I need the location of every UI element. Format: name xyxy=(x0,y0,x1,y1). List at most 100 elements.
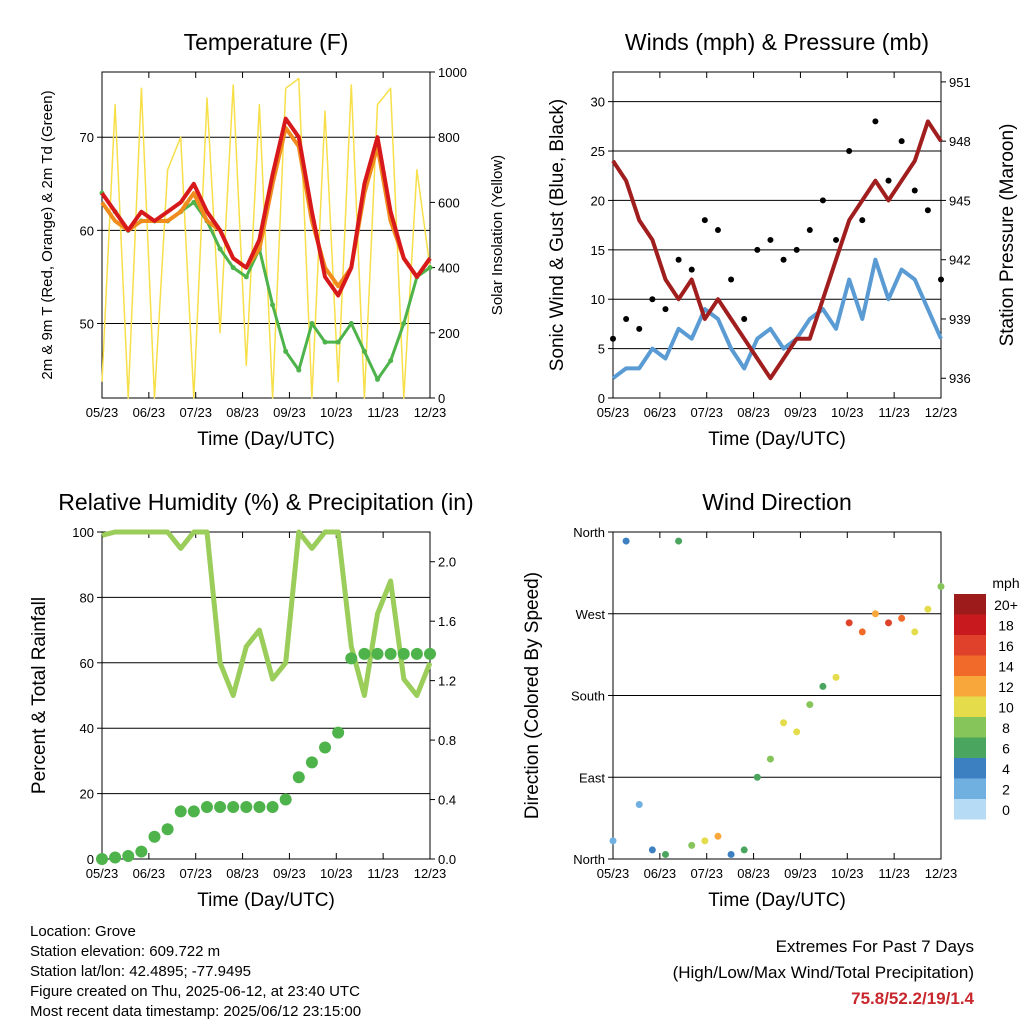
dewpoint-point xyxy=(322,339,328,345)
direction-point xyxy=(819,682,827,690)
winds-y-axis-label: Sonic Wind & Gust (Blue, Black) xyxy=(547,99,568,371)
winds-y-tick-label: 30 xyxy=(591,95,605,110)
humidity-y2-tick-label: 1.2 xyxy=(438,674,456,689)
legend-label: 6 xyxy=(1002,741,1010,757)
temperature-y2-tick-label: 600 xyxy=(438,195,460,210)
gust-point xyxy=(938,276,944,283)
winds-y-tick-label: 10 xyxy=(591,292,605,307)
winds-y-tick-label: 15 xyxy=(591,243,605,258)
gust-point xyxy=(714,227,721,234)
gust-point xyxy=(636,325,643,332)
winds-x-tick-label: 08/23 xyxy=(737,405,770,420)
temperature-y2-tick-label: 0 xyxy=(438,391,445,406)
precipitation-point xyxy=(397,647,410,660)
dewpoint-point xyxy=(191,199,197,205)
precipitation-point xyxy=(345,652,358,665)
legend-swatch xyxy=(954,635,986,656)
direction-x-tick-label: 08/23 xyxy=(737,866,770,881)
direction-point xyxy=(609,837,617,845)
relative-humidity-line xyxy=(101,529,433,698)
precipitation-point xyxy=(371,647,384,660)
temperature-x-tick-label: 08/23 xyxy=(226,405,259,420)
temperature-y-axis-label: 2m & 9m T (Red, Orange) & 2m Td (Green) xyxy=(39,90,56,379)
station-pressure-line xyxy=(611,119,943,381)
gust-point xyxy=(806,227,813,234)
direction-point xyxy=(648,846,656,854)
direction-point xyxy=(845,619,853,627)
legend-swatch xyxy=(954,737,986,758)
humidity-plot-frame xyxy=(101,531,431,860)
precipitation-point xyxy=(187,805,200,818)
winds-y-tick-label: 25 xyxy=(591,144,605,159)
winds-x-tick-label: 10/23 xyxy=(831,405,864,420)
precipitation-point xyxy=(227,800,240,813)
gust-point xyxy=(924,207,931,214)
extremes-value: 75.8/52.2/19/1.4 xyxy=(851,989,974,1008)
winds-x-tick-label: 12/23 xyxy=(925,405,958,420)
direction-y-tick-label: East xyxy=(579,770,605,785)
temperature-x-tick-label: 12/23 xyxy=(414,405,447,420)
winds-y2-tick-label: 936 xyxy=(949,371,971,386)
legend-swatch xyxy=(954,696,986,717)
legend-label: 14 xyxy=(998,659,1014,675)
dewpoint-point xyxy=(217,246,223,252)
legend-label: 12 xyxy=(998,679,1014,695)
direction-point xyxy=(924,605,932,613)
winds-y-tick-label: 0 xyxy=(598,391,605,406)
direction-point xyxy=(753,773,761,781)
gust-point xyxy=(701,217,708,224)
legend-label: 2 xyxy=(1002,782,1010,798)
gust-point xyxy=(662,306,669,313)
precipitation-point xyxy=(332,726,345,739)
precipitation-point xyxy=(358,647,371,660)
legend-swatch xyxy=(954,655,986,676)
humidity-x-tick-label: 10/23 xyxy=(320,866,353,881)
temperature-y2-tick-label: 400 xyxy=(438,261,460,276)
precipitation-point xyxy=(148,830,161,843)
temperature-x-tick-label: 11/23 xyxy=(367,405,399,420)
direction-point xyxy=(885,619,893,627)
gust-point xyxy=(898,138,905,145)
legend-swatch xyxy=(954,778,986,799)
humidity-y2-tick-label: 0.8 xyxy=(438,733,456,748)
humidity-x-tick-label: 08/23 xyxy=(226,866,259,881)
direction-x-tick-label: 06/23 xyxy=(644,866,677,881)
humidity-x-tick-label: 06/23 xyxy=(133,866,166,881)
humidity-y2-tick-label: 2.0 xyxy=(438,555,456,570)
solar-insolation-line xyxy=(101,77,431,399)
humidity-y-tick-label: 40 xyxy=(80,721,94,736)
precipitation-point xyxy=(135,845,148,858)
humidity-y-tick-label: 20 xyxy=(80,787,94,802)
temperature-plot-frame xyxy=(101,71,431,399)
winds-y2-tick-label: 945 xyxy=(949,193,971,208)
precipitation-point xyxy=(214,800,227,813)
direction-point xyxy=(622,537,630,545)
precipitation-point xyxy=(266,800,279,813)
temperature-y-tick-label: 70 xyxy=(80,130,94,145)
direction-x-tick-label: 09/23 xyxy=(784,866,817,881)
precipitation-point xyxy=(279,793,292,806)
direction-point xyxy=(911,628,919,636)
humidity-x-tick-label: 05/23 xyxy=(86,866,119,881)
dewpoint-point xyxy=(375,376,381,382)
direction-x-tick-label: 11/23 xyxy=(878,866,910,881)
gust-point xyxy=(688,266,695,273)
winds-x-tick-label: 05/23 xyxy=(597,405,630,420)
elevation-text: Station elevation: 609.722 m xyxy=(30,943,221,960)
direction-point xyxy=(727,850,735,858)
precipitation-point xyxy=(161,823,174,836)
gust-point xyxy=(846,148,853,155)
precipitation-point xyxy=(240,800,253,813)
winds-x-tick-label: 09/23 xyxy=(784,405,817,420)
dewpoint-point xyxy=(348,320,354,326)
temperature-x-tick-label: 06/23 xyxy=(133,405,166,420)
humidity-x-axis-label: Time (Day/UTC) xyxy=(197,890,335,911)
dewpoint-point xyxy=(309,320,315,326)
winds-y2-tick-label: 951 xyxy=(949,75,971,90)
gust-point xyxy=(793,246,800,253)
dewpoint-point xyxy=(270,302,276,308)
legend-title: mph xyxy=(992,575,1019,591)
legend-swatch xyxy=(954,676,986,697)
direction-point xyxy=(937,583,945,590)
legend-swatch xyxy=(954,717,986,738)
